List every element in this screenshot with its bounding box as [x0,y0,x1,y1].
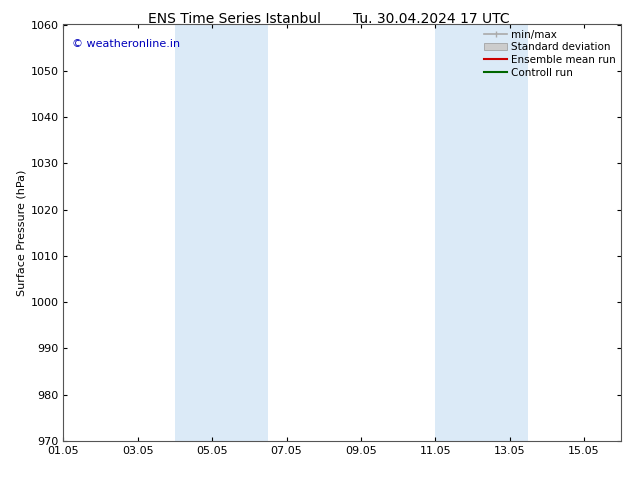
Bar [175,24,268,441]
Text: © weatheronline.in: © weatheronline.in [72,39,180,49]
Bar [436,24,528,441]
Text: Tu. 30.04.2024 17 UTC: Tu. 30.04.2024 17 UTC [353,12,510,26]
Text: ENS Time Series Istanbul: ENS Time Series Istanbul [148,12,321,26]
Legend: min/max, Standard deviation, Ensemble mean run, Controll run: min/max, Standard deviation, Ensemble me… [481,26,619,81]
Y-axis label: Surface Pressure (hPa): Surface Pressure (hPa) [16,170,26,296]
